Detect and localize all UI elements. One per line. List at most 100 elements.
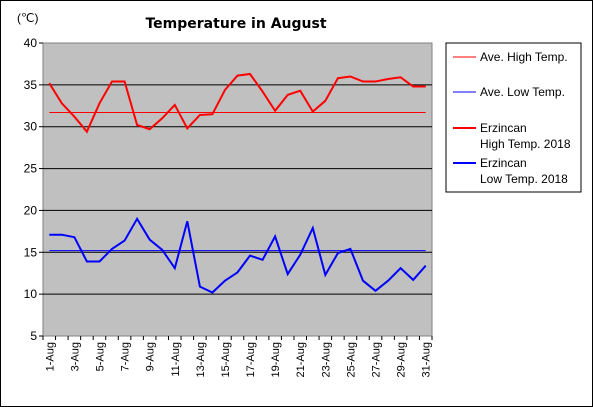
data-point xyxy=(137,125,138,126)
data-point xyxy=(99,261,100,262)
data-point xyxy=(275,236,276,237)
data-point xyxy=(287,250,288,251)
data-point xyxy=(137,250,138,251)
data-point xyxy=(74,250,75,251)
data-point xyxy=(187,112,188,113)
x-tick-label: 9-Aug xyxy=(145,342,157,371)
chart-title: Temperature in August xyxy=(145,16,326,32)
data-point xyxy=(86,261,87,262)
legend-label-2: High Temp. 2018 xyxy=(480,137,571,151)
y-tick-label: 40 xyxy=(24,36,38,50)
data-point xyxy=(388,250,389,251)
data-point xyxy=(149,250,150,251)
x-tick-label: 13-Aug xyxy=(195,342,207,377)
data-point xyxy=(400,268,401,269)
data-point xyxy=(149,112,150,113)
legend-label-1: Ave. Low Temp. xyxy=(480,85,565,99)
data-point xyxy=(250,255,251,256)
y-tick-label: 10 xyxy=(24,287,38,301)
data-point xyxy=(61,250,62,251)
data-point xyxy=(199,286,200,287)
data-point xyxy=(74,112,75,113)
x-tick-label: 7-Aug xyxy=(120,342,132,371)
data-point xyxy=(237,112,238,113)
data-point xyxy=(187,250,188,251)
data-point xyxy=(49,83,50,84)
data-point xyxy=(362,250,363,251)
data-point xyxy=(99,103,100,104)
data-point xyxy=(400,250,401,251)
data-point xyxy=(337,112,338,113)
data-point xyxy=(187,221,188,222)
data-point xyxy=(149,129,150,130)
x-axis-ticks: 1-Aug 3-Aug 5-Aug 7-Aug 9-Aug 11-Aug 13-Aug 15-… xyxy=(43,336,433,377)
data-point xyxy=(61,103,62,104)
y-axis-unit-label: (℃) xyxy=(17,11,38,25)
y-axis-ticks: 5 10 15 20 25 30 35 40 xyxy=(24,36,43,343)
x-tick-label: 27-Aug xyxy=(371,342,383,377)
y-tick-label: 30 xyxy=(24,120,38,134)
x-tick-label: 25-Aug xyxy=(345,342,357,377)
data-point xyxy=(212,292,213,293)
data-point xyxy=(174,104,175,105)
data-point xyxy=(362,112,363,113)
data-point xyxy=(162,249,163,250)
data-point xyxy=(362,81,363,82)
data-point xyxy=(300,250,301,251)
x-tick-label: 15-Aug xyxy=(220,342,232,377)
data-point xyxy=(287,94,288,95)
x-tick-label: 11-Aug xyxy=(170,342,182,377)
data-point xyxy=(425,265,426,266)
data-point xyxy=(124,240,125,241)
data-point xyxy=(375,290,376,291)
data-point xyxy=(413,279,414,280)
data-point xyxy=(112,248,113,249)
x-tick-label: 3-Aug xyxy=(69,342,81,371)
data-point xyxy=(350,112,351,113)
x-tick-label: 5-Aug xyxy=(94,342,106,371)
data-point xyxy=(174,250,175,251)
data-point xyxy=(325,112,326,113)
data-point xyxy=(137,112,138,113)
data-point xyxy=(74,116,75,117)
legend-label-3: Erzincan xyxy=(480,156,527,170)
data-point xyxy=(162,112,163,113)
y-tick-label: 25 xyxy=(24,162,38,176)
data-point xyxy=(312,111,313,112)
data-point xyxy=(413,86,414,87)
data-point xyxy=(388,112,389,113)
data-point xyxy=(350,248,351,249)
data-point xyxy=(325,100,326,101)
data-point xyxy=(312,228,313,229)
data-point xyxy=(325,274,326,275)
y-tick-label: 15 xyxy=(24,245,38,259)
data-point xyxy=(287,274,288,275)
data-point xyxy=(237,75,238,76)
data-point xyxy=(375,112,376,113)
data-point xyxy=(337,78,338,79)
data-point xyxy=(86,112,87,113)
data-point xyxy=(49,250,50,251)
data-point xyxy=(112,112,113,113)
data-point xyxy=(375,250,376,251)
data-point xyxy=(199,114,200,115)
data-point xyxy=(237,272,238,273)
data-point xyxy=(312,250,313,251)
data-point xyxy=(124,112,125,113)
data-point xyxy=(413,112,414,113)
data-point xyxy=(425,86,426,87)
data-point xyxy=(375,81,376,82)
x-tick-label: 1-Aug xyxy=(44,342,56,371)
data-point xyxy=(61,112,62,113)
data-point xyxy=(262,112,263,113)
y-tick-label: 5 xyxy=(30,329,37,343)
x-tick-label: 17-Aug xyxy=(245,342,257,377)
data-point xyxy=(112,81,113,82)
data-point xyxy=(99,112,100,113)
y-tick-label: 20 xyxy=(24,203,38,217)
data-point xyxy=(86,131,87,132)
data-point xyxy=(400,77,401,78)
data-point xyxy=(362,280,363,281)
data-point xyxy=(187,128,188,129)
